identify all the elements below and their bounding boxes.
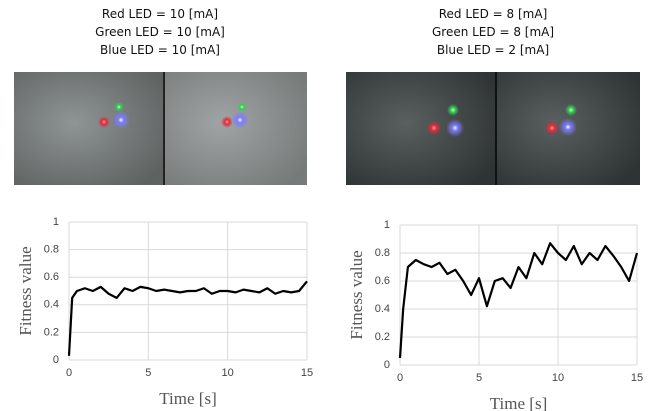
caption: Red LED = 8 [mA] [439,7,548,21]
y-tick-label: 0 [384,359,390,371]
y-tick-label: 0.2 [44,326,59,338]
y-tick-label: 1 [384,219,390,231]
y-tick-label: 1 [53,216,59,228]
caption: Red LED = 10 [mA] [102,7,218,21]
photo-left [14,72,307,185]
x-tick-label: 0 [66,367,72,379]
y-tick-label: 0.8 [44,244,59,256]
y-tick-label: 0.4 [44,299,59,311]
y-tick-label: 0 [53,354,59,366]
x-axis-label: Time [s] [159,389,216,408]
x-tick-label: 0 [397,372,403,384]
caption: Green LED = 10 [mA] [95,25,225,39]
photo-right [346,72,640,185]
x-tick-label: 15 [631,372,643,384]
x-tick-label: 15 [301,367,313,379]
data-line [67,280,308,356]
y-tick-label: 0.2 [375,331,390,343]
y-tick-label: 0.6 [44,271,59,283]
y-tick-label: 0.4 [375,303,390,315]
data-line [398,242,639,359]
caption: Blue LED = 2 [mA] [437,43,549,57]
y-tick-label: 0.8 [375,247,390,259]
x-axis-label: Time [s] [490,394,547,411]
caption: Blue LED = 10 [mA] [100,43,220,57]
caption: Green LED = 8 [mA] [432,25,554,39]
x-tick-label: 10 [552,372,564,384]
x-tick-label: 10 [222,367,234,379]
y-axis-label: Fitness value [347,250,366,339]
x-tick-label: 5 [476,372,482,384]
x-tick-label: 5 [145,367,151,379]
y-tick-label: 0.6 [375,275,390,287]
y-axis-label: Fitness value [16,246,35,335]
